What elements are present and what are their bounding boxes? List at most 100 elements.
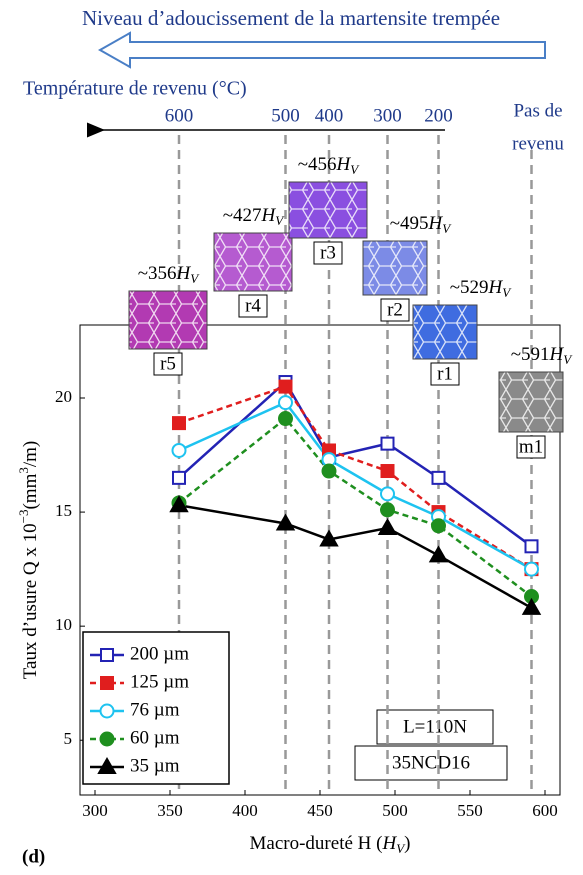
x-tick-label: 350 xyxy=(157,801,183,820)
marker xyxy=(524,539,539,554)
hardness-unit: V xyxy=(275,213,285,228)
x-axis-label: Macro-dureté H (HV) xyxy=(250,833,411,856)
right-label: Pas de xyxy=(513,100,562,121)
micrograph-label-box xyxy=(313,241,343,265)
micrograph-grains xyxy=(288,181,368,239)
top-tick-label: 300 xyxy=(373,105,402,126)
series-line xyxy=(178,380,533,548)
y-tick-label: 5 xyxy=(64,729,73,748)
legend-label: 200 µm xyxy=(130,643,189,664)
hardness-label: ~495HV xyxy=(390,213,453,236)
marker xyxy=(97,756,117,774)
note: L=110N xyxy=(403,716,467,737)
x-tick-label: 450 xyxy=(307,801,333,820)
micrograph-label: r1 xyxy=(437,363,453,384)
top-tick-label: 600 xyxy=(165,105,194,126)
marker xyxy=(524,561,539,577)
marker xyxy=(380,464,395,479)
micrograph-grains xyxy=(412,304,478,360)
right-label: revenu xyxy=(512,133,564,154)
micrograph-grains xyxy=(498,371,564,433)
hardness-unit: V xyxy=(563,352,573,367)
marker xyxy=(521,597,542,615)
micrograph-label-box xyxy=(380,298,410,322)
softening-arrow xyxy=(97,31,546,69)
series-line xyxy=(178,385,533,571)
marker xyxy=(278,379,293,394)
top-tick-label: 500 xyxy=(271,105,300,126)
x-tick-label: 300 xyxy=(82,801,108,820)
micrograph-label: r4 xyxy=(245,295,261,316)
hardness-unit: H xyxy=(428,213,444,234)
marker xyxy=(380,486,395,502)
hardness-label: ~456HV xyxy=(298,154,361,177)
micrograph-label-box xyxy=(516,435,546,459)
legend-label: 76 µm xyxy=(130,699,180,720)
y-tick-label: 10 xyxy=(55,615,72,634)
micrograph-label-box xyxy=(238,294,268,318)
micrograph-label: r5 xyxy=(160,353,176,374)
micrograph-grains xyxy=(128,290,208,350)
hardness-value: ~427 xyxy=(223,205,262,226)
hardness-value: ~356 xyxy=(138,263,177,284)
marker xyxy=(380,436,395,451)
marker xyxy=(99,731,115,747)
marker xyxy=(428,545,449,563)
series-line xyxy=(178,416,533,598)
chart-title: Niveau d’adoucissement de la martensite … xyxy=(82,6,500,30)
series-line xyxy=(178,401,533,571)
marker xyxy=(431,470,446,485)
marker xyxy=(380,502,395,518)
hardness-value: ~495 xyxy=(390,213,429,234)
x-tick-label: 500 xyxy=(382,801,408,820)
marker xyxy=(171,442,187,458)
hardness-unit: V xyxy=(350,162,360,177)
hardness-label: ~427HV xyxy=(223,205,286,228)
legend: 200 µm 125 µm 76 µm 60 µm 35 µm xyxy=(82,631,230,785)
marker xyxy=(100,648,114,662)
hardness-unit: H xyxy=(336,154,352,175)
micrograph-label: r3 xyxy=(320,242,336,263)
top-axis-label: Température de revenu (°C) xyxy=(23,78,247,100)
hardness-unit: H xyxy=(549,344,565,365)
series-line xyxy=(178,504,533,610)
hardness-label: ~591HV xyxy=(511,344,574,367)
legend-label: 35 µm xyxy=(130,755,180,776)
marker xyxy=(278,395,293,411)
hardness-label: ~356HV xyxy=(138,263,201,286)
micrograph-grains xyxy=(362,240,428,296)
marker xyxy=(100,676,114,690)
x-tick-label: 600 xyxy=(532,801,558,820)
hardness-value: ~591 xyxy=(511,344,550,365)
marker xyxy=(99,703,115,719)
micrograph-label: m1 xyxy=(519,436,543,457)
note-box xyxy=(376,709,494,745)
note-box xyxy=(354,745,508,781)
top-tick-label: 400 xyxy=(315,105,344,126)
hardness-unit: V xyxy=(442,221,452,236)
marker xyxy=(278,411,293,427)
marker xyxy=(169,495,189,513)
x-tick-label: 400 xyxy=(232,801,258,820)
marker xyxy=(321,463,337,479)
x-tick-label: 550 xyxy=(457,801,483,820)
hardness-value: ~456 xyxy=(298,154,337,175)
hardness-unit: H xyxy=(488,277,504,298)
micrograph-label-box xyxy=(430,362,460,386)
y-tick-label: 20 xyxy=(55,387,72,406)
micrograph-label-box xyxy=(153,352,183,376)
marker xyxy=(377,518,398,536)
note: 35NCD16 xyxy=(392,752,470,773)
hardness-unit: H xyxy=(261,205,277,226)
micrograph-label: r2 xyxy=(387,299,403,320)
hardness-unit: H xyxy=(176,263,192,284)
marker xyxy=(275,513,296,531)
legend-label: 125 µm xyxy=(130,671,189,692)
y-axis-label: Taux d’usure Q x 10−3(mm3/m) xyxy=(16,441,41,680)
marker xyxy=(172,470,186,485)
micrograph-grains xyxy=(213,232,293,292)
marker xyxy=(319,529,339,547)
hardness-value: ~529 xyxy=(450,277,489,298)
